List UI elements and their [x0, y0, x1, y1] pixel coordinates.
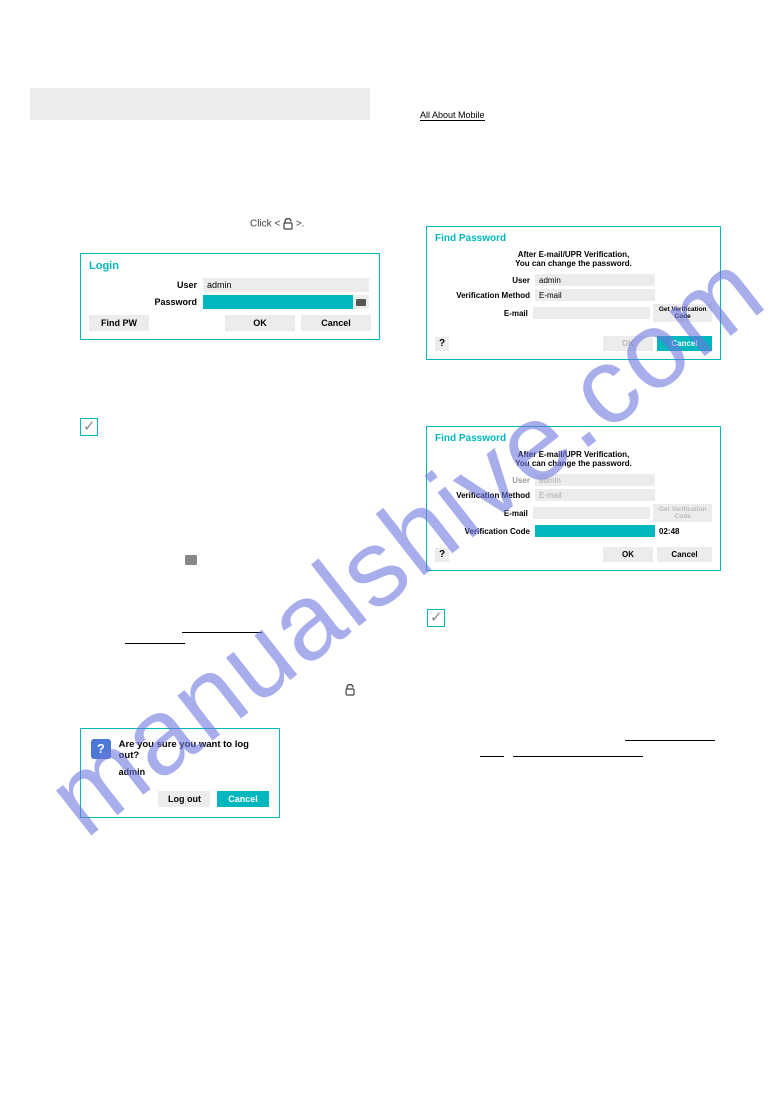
keyboard-icon[interactable] — [353, 295, 369, 309]
fp1-email-input[interactable] — [533, 307, 650, 319]
logout-step-unlock — [345, 684, 355, 697]
get-code-button-2: Get Verification Code — [653, 504, 712, 522]
findpw1-sub2: You can change the password. — [435, 259, 712, 268]
find-password-dialog-2: Find Password After E-mail/UPR Verificat… — [426, 426, 721, 571]
logout-cancel-button[interactable]: Cancel — [217, 791, 269, 807]
fp2-method-input — [535, 489, 655, 501]
fp2-user-input — [535, 474, 655, 486]
underline-ref-2 — [182, 632, 262, 633]
question-icon: ? — [91, 739, 111, 759]
logout-button[interactable]: Log out — [158, 791, 210, 807]
get-code-button[interactable]: Get Verification Code — [653, 304, 712, 322]
findpw2-sub2: You can change the password. — [435, 459, 712, 468]
countdown-timer: 02:48 — [659, 527, 679, 536]
findpw1-title: Find Password — [435, 233, 712, 244]
fp1-cancel-button[interactable]: Cancel — [657, 336, 712, 351]
fp1-email-label: E-mail — [435, 309, 528, 318]
underline-ref — [125, 643, 185, 644]
fp1-method-label: Verification Method — [435, 291, 530, 300]
help-button[interactable]: ? — [435, 337, 449, 351]
fp1-user-input[interactable] — [535, 274, 655, 286]
all-about-mobile-link[interactable]: All About Mobile — [420, 110, 485, 121]
header-link: All About Mobile — [420, 110, 485, 121]
findpw1-sub1: After E-mail/UPR Verification, — [435, 250, 712, 259]
underline-right-2 — [480, 756, 504, 757]
checkmark-icon — [427, 609, 445, 627]
unlock-icon — [283, 218, 293, 230]
underline-right-1 — [625, 740, 715, 741]
logout-dialog: ? Are you sure you want to log out? admi… — [80, 728, 280, 818]
login-step-unlock: Click < >. — [250, 218, 304, 231]
findpw2-sub1: After E-mail/UPR Verification, — [435, 450, 712, 459]
fp2-code-label: Verification Code — [435, 527, 530, 536]
fp2-user-label: User — [435, 476, 530, 485]
fp2-code-input[interactable] — [535, 525, 655, 537]
fp1-ok-button[interactable]: OK — [603, 336, 653, 351]
checkmark-icon — [80, 418, 98, 436]
login-dialog: Login User Password Find PW OK Cancel — [80, 253, 380, 340]
keyboard-icon — [185, 555, 197, 565]
fp2-cancel-button[interactable]: Cancel — [657, 547, 712, 562]
keyboard-hint — [185, 555, 197, 568]
find-pw-button[interactable]: Find PW — [89, 315, 149, 331]
password-label: Password — [89, 297, 197, 307]
fp2-method-label: Verification Method — [435, 491, 530, 500]
fp1-method-input[interactable] — [535, 289, 655, 301]
user-label: User — [89, 280, 197, 290]
findpw2-title: Find Password — [435, 433, 712, 444]
find-password-dialog-1: Find Password After E-mail/UPR Verificat… — [426, 226, 721, 360]
unlock-icon — [345, 684, 355, 696]
login-dialog-title: Login — [89, 260, 371, 272]
underline-right-3 — [513, 756, 643, 757]
cancel-button[interactable]: Cancel — [301, 315, 371, 331]
fp2-email-input — [533, 507, 650, 519]
help-button-2[interactable]: ? — [435, 548, 449, 562]
fp2-email-label: E-mail — [435, 509, 528, 518]
user-select[interactable] — [203, 278, 369, 292]
password-input[interactable] — [203, 295, 353, 309]
logout-user: admin — [119, 767, 269, 777]
logout-question: Are you sure you want to log out? — [119, 739, 269, 761]
ok-button[interactable]: OK — [225, 315, 295, 331]
fp2-ok-button[interactable]: OK — [603, 547, 653, 562]
section-header-bar — [30, 88, 370, 120]
fp1-user-label: User — [435, 276, 530, 285]
